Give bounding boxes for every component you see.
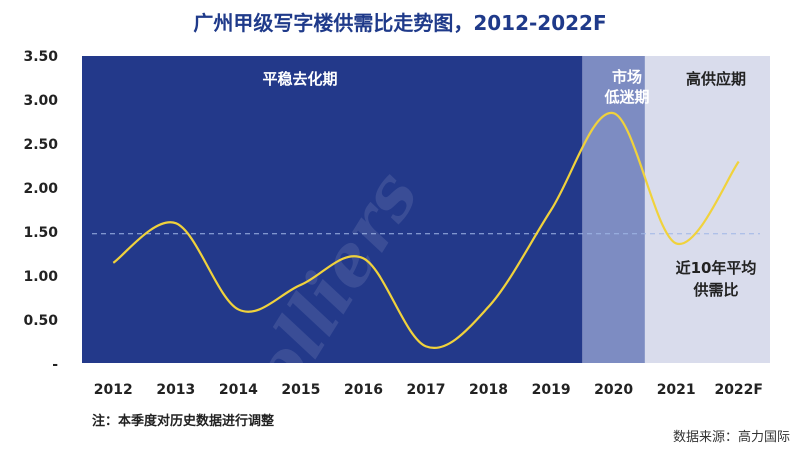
chart-title: 广州甲级写字楼供需比走势图，2012-2022F (193, 11, 606, 35)
y-axis-ticks: 3.50 3.00 2.50 2.00 1.50 1.00 0.50 - (23, 49, 58, 373)
data-point (174, 221, 178, 225)
x-tick-label: 2021 (657, 382, 696, 398)
band-0 (82, 56, 583, 364)
data-point (549, 208, 553, 212)
band-2 (644, 56, 770, 364)
x-tick-label: 2022F (714, 382, 763, 398)
band-label-slump-line1: 市场 (612, 68, 642, 86)
band-1 (582, 56, 645, 364)
data-point (487, 305, 491, 309)
x-tick-label: 2012 (94, 382, 133, 398)
x-tick-label: 2016 (344, 382, 383, 398)
data-point (674, 241, 678, 245)
data-point (737, 160, 741, 164)
avg-label-line2: 供需比 (692, 281, 738, 299)
band-label-slump-line2: 低迷期 (603, 88, 649, 106)
data-point (299, 283, 303, 287)
source-note: 数据来源：高力国际 (673, 429, 790, 445)
footnote: 注：本季度对历史数据进行调整 (92, 413, 275, 429)
band-label-high-supply: 高供应期 (686, 70, 746, 88)
x-tick-label: 2015 (281, 382, 320, 398)
y-tick-label: 0.50 (23, 313, 58, 329)
x-tick-label: 2014 (219, 382, 258, 398)
y-tick-label: 2.50 (23, 137, 58, 153)
y-tick-label: 3.50 (23, 49, 58, 65)
series-line (112, 112, 740, 349)
data-point (111, 261, 115, 265)
data-point (424, 344, 428, 348)
y-tick-label: 1.00 (23, 269, 58, 285)
x-tick-label: 2013 (156, 382, 195, 398)
avg-label-line1: 近10年平均 (676, 259, 757, 277)
x-tick-label: 2019 (532, 382, 571, 398)
data-point (236, 307, 240, 311)
band-label-stable: 平稳去化期 (262, 70, 337, 88)
x-tick-label: 2018 (469, 382, 508, 398)
data-point (612, 111, 616, 115)
data-point (361, 256, 365, 260)
y-tick-label: - (52, 357, 58, 373)
y-tick-label: 2.00 (23, 181, 58, 197)
x-tick-label: 2017 (407, 382, 446, 398)
period-bands (82, 56, 770, 364)
y-tick-label: 1.50 (23, 225, 58, 241)
y-tick-label: 3.00 (23, 93, 58, 109)
x-axis-ticks: 2012 2013 2014 2015 2016 2017 2018 2019 2020 2021… (94, 382, 763, 398)
x-tick-label: 2020 (594, 382, 633, 398)
